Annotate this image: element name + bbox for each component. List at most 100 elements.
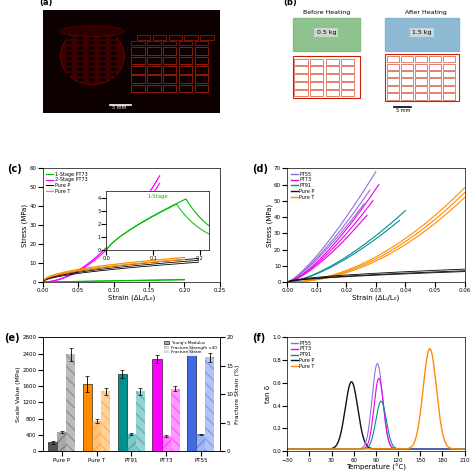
Text: (d): (d): [252, 164, 268, 174]
Ellipse shape: [78, 53, 82, 54]
Bar: [326, 59, 339, 66]
Bar: [163, 75, 176, 83]
PT55: [374, 361, 380, 366]
PT73: [456, 446, 462, 452]
Bar: [310, 59, 323, 66]
Pure P: [371, 446, 376, 452]
Bar: [341, 59, 355, 66]
PT73: [293, 446, 299, 452]
Bar: [341, 90, 355, 96]
Bar: [131, 48, 145, 55]
Bar: [169, 35, 182, 39]
Ellipse shape: [100, 63, 105, 65]
Bar: [136, 391, 145, 451]
Pure P: [462, 446, 467, 452]
Text: 5 mm: 5 mm: [396, 108, 410, 113]
Bar: [147, 40, 161, 45]
Ellipse shape: [100, 37, 105, 38]
Ellipse shape: [89, 42, 94, 44]
Bar: [147, 85, 161, 92]
Bar: [195, 40, 209, 45]
Pure T: [371, 446, 376, 452]
Ellipse shape: [89, 79, 94, 81]
Ellipse shape: [67, 47, 72, 49]
Ellipse shape: [111, 79, 116, 81]
Ellipse shape: [100, 74, 105, 76]
Ellipse shape: [78, 58, 82, 60]
PT91: [462, 446, 467, 452]
Y-axis label: tan δ: tan δ: [265, 385, 271, 403]
Ellipse shape: [89, 37, 94, 38]
Line: 2-Stage PT73: 2-Stage PT73: [43, 176, 160, 282]
Bar: [415, 64, 427, 70]
Text: 0.5 kg: 0.5 kg: [317, 30, 336, 35]
Bar: [131, 66, 145, 74]
Bar: [179, 40, 192, 45]
Text: (b): (b): [284, 0, 298, 8]
Bar: [429, 86, 441, 92]
Pure P: [424, 446, 430, 452]
Ellipse shape: [89, 63, 94, 65]
PT91: [366, 443, 372, 449]
Ellipse shape: [60, 28, 124, 85]
Bar: [179, 48, 192, 55]
1-Stage PT73: [159, 277, 165, 283]
1-Stage PT73: [40, 279, 46, 285]
Ellipse shape: [111, 74, 116, 76]
1-Stage PT73: [168, 277, 174, 283]
Ellipse shape: [111, 68, 116, 70]
Legend: PT55, PT73, PT91, Pure P, Pure T: PT55, PT73, PT91, Pure P, Pure T: [290, 340, 316, 370]
Y-axis label: Stress (MPa): Stress (MPa): [266, 204, 273, 247]
PT73: [284, 446, 290, 452]
Ellipse shape: [78, 74, 82, 76]
2-Stage PT73: [146, 190, 152, 196]
Bar: [131, 40, 145, 45]
Bar: [83, 384, 92, 451]
Pure P: [284, 446, 290, 452]
Text: (a): (a): [39, 0, 53, 8]
PT73: [462, 446, 467, 452]
Bar: [195, 75, 209, 83]
Bar: [401, 56, 413, 62]
Ellipse shape: [100, 53, 105, 54]
Bar: [429, 56, 441, 62]
Ellipse shape: [78, 47, 82, 49]
Ellipse shape: [78, 42, 82, 44]
Bar: [443, 94, 456, 100]
Bar: [131, 85, 145, 92]
Ellipse shape: [111, 42, 116, 44]
PT55: [456, 446, 462, 452]
Ellipse shape: [100, 31, 105, 33]
Bar: [292, 18, 360, 51]
Bar: [443, 78, 456, 85]
Ellipse shape: [67, 68, 72, 70]
Bar: [415, 94, 427, 100]
Bar: [147, 75, 161, 83]
Line: PT55: PT55: [287, 363, 465, 449]
PT91: [424, 446, 430, 452]
Bar: [163, 57, 176, 65]
PT55: [424, 446, 430, 452]
Bar: [163, 66, 176, 74]
Ellipse shape: [111, 58, 116, 60]
Text: (e): (e): [4, 333, 19, 343]
Text: 1.5 kg: 1.5 kg: [412, 30, 432, 35]
Ellipse shape: [89, 58, 94, 60]
Bar: [196, 434, 205, 451]
Bar: [292, 56, 360, 97]
Ellipse shape: [100, 47, 105, 49]
Ellipse shape: [100, 79, 105, 81]
Bar: [179, 57, 192, 65]
Bar: [429, 64, 441, 70]
Ellipse shape: [89, 68, 94, 70]
Bar: [401, 64, 413, 70]
Bar: [310, 74, 323, 81]
Legend: 1-Stage PT73, 2-Stage PT73, Pure P, Pure T: 1-Stage PT73, 2-Stage PT73, Pure P, Pure…: [45, 171, 89, 195]
2-Stage PT73: [138, 202, 144, 208]
Bar: [443, 71, 456, 77]
PT91: [378, 399, 384, 404]
Pure T: [366, 446, 372, 452]
Pure P: [366, 445, 372, 450]
1-Stage PT73: [40, 279, 46, 285]
Ellipse shape: [111, 31, 116, 33]
